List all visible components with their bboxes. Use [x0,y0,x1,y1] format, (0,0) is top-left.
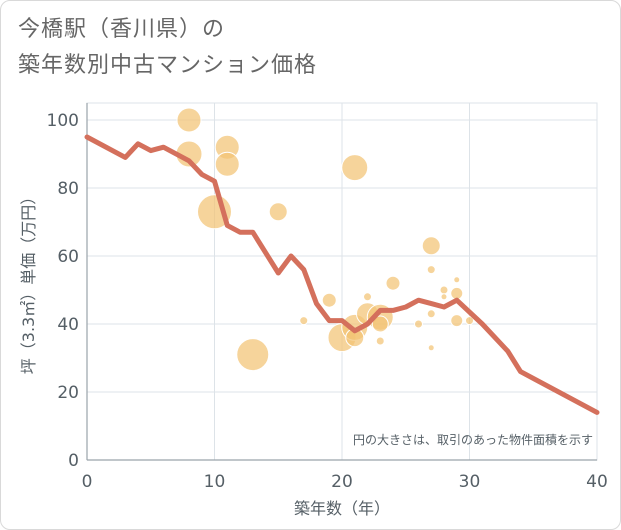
x-tick-label: 10 [204,472,226,492]
scatter-point [214,151,240,177]
average-price-line [84,134,600,415]
scatter-point [268,202,288,222]
bubble-size-note: 円の大きさは、取引のあった物件面積を示す [353,432,593,447]
scatter-point [414,319,423,329]
y-tick-label: 60 [57,247,79,267]
scatter-point [176,107,202,133]
scatter-point [363,292,372,302]
y-axis-label: 坪（3.3㎡）単価（万円） [19,189,38,374]
scatter-point [426,309,436,319]
y-tick-label: 0 [68,451,79,471]
y-tick-label: 80 [57,179,79,199]
scatter-point [299,316,309,326]
chart-title-line2: 築年数別中古マンション価格 [18,53,318,78]
scatter-point [427,344,435,352]
x-tick-label: 0 [82,472,93,492]
scatter-point [321,292,337,308]
scatter-point [450,286,464,300]
x-tick-label: 30 [459,472,481,492]
chart-title: 今橋駅（香川県）の 築年数別中古マンション価格 [18,12,317,84]
scatter-point [385,275,401,291]
scatter-point [439,285,449,295]
scatter-point [450,314,464,328]
scatter-point [375,336,385,346]
trend-series [84,134,600,415]
y-tick-label: 40 [57,315,79,335]
x-tick-label: 20 [331,472,353,492]
bubble-series [175,107,474,372]
scatter-point [465,316,474,326]
scatter-point [421,236,441,256]
x-tick-label: 40 [586,472,608,492]
scatter-point [440,293,448,301]
y-tick-label: 20 [57,383,79,403]
x-axis-label: 築年数（年） [294,499,390,518]
y-tick-label: 100 [47,111,79,131]
scatter-point [371,315,389,333]
grid-lines [86,102,598,461]
scatter-point [341,154,369,182]
chart-title-line1: 今橋駅（香川県）の [18,17,226,42]
scatter-point [236,338,270,372]
scatter-point [453,276,461,284]
scatter-point [426,265,436,275]
axis-ticks: 0 20 40 60 80 100 0 10 20 30 40 [47,111,608,492]
